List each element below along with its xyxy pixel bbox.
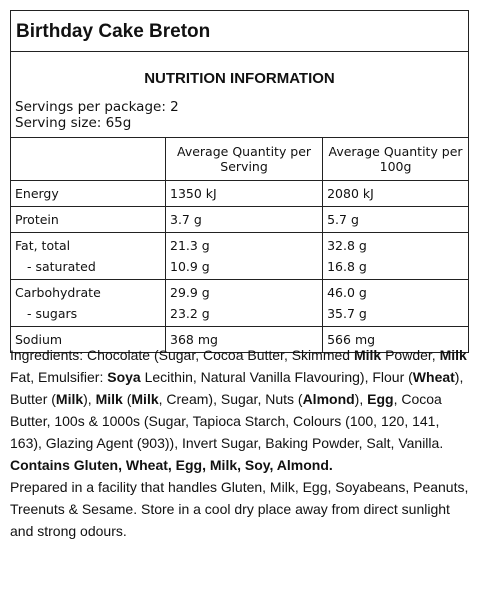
ingredient-text: ), xyxy=(83,391,96,407)
ingredient-text: Milk xyxy=(439,347,467,363)
nutrient-value: 368 mg xyxy=(170,332,218,347)
nutrient-name-cell: Fat, total - saturated xyxy=(11,232,166,280)
serving-size: Serving size: 65g xyxy=(15,115,132,131)
nutrient-name-cell: Sodium xyxy=(11,326,166,352)
nutrient-row: Carbohydrate - sugars 29.9 g 23.2 g 46.0 g 35… xyxy=(11,279,468,327)
nutrient-name: - saturated xyxy=(27,259,96,274)
ingredient-text: Powder, xyxy=(381,347,440,363)
ingredient-text: Milk xyxy=(131,391,159,407)
facility-statement: Prepared in a facility that handles Glut… xyxy=(10,479,469,539)
nutrient-name-cell: Carbohydrate - sugars xyxy=(11,279,166,327)
nutrient-value-cell: 2080 kJ xyxy=(322,180,468,207)
ingredients-block: Ingredients: Chocolate (Sugar, Cocoa But… xyxy=(10,344,472,542)
header-row: Average Quantity per Serving Average Quan… xyxy=(11,137,468,181)
ingredient-text: Wheat xyxy=(412,369,455,385)
nutrient-value: 29.9 g xyxy=(170,285,210,300)
nutrient-name: Sodium xyxy=(15,332,63,347)
nutrient-value: 3.7 g xyxy=(170,212,202,227)
nutrient-name: Carbohydrate xyxy=(15,285,101,300)
nutrient-value-cell: 29.9 g 23.2 g xyxy=(164,279,323,327)
ingredient-text: Lecithin, Natural Vanilla Flavouring), F… xyxy=(140,369,413,385)
ingredients: Ingredients: Chocolate (Sugar, Cocoa But… xyxy=(10,344,472,454)
ingredient-text: Ingredients: Chocolate (Sugar, Cocoa But… xyxy=(10,347,354,363)
nutrient-value-cell: 368 mg xyxy=(164,326,323,352)
header-empty xyxy=(11,137,166,181)
nutrient-value: 5.7 g xyxy=(327,212,359,227)
ingredient-text: Milk xyxy=(55,391,84,407)
ingredient-text: Almond xyxy=(302,391,355,407)
nutrient-name: Energy xyxy=(15,186,59,201)
nutrient-name-cell: Protein xyxy=(11,206,166,233)
ingredient-text: Soya xyxy=(107,369,141,385)
ingredient-text: ( xyxy=(122,391,132,407)
nutrient-value-cell: 3.7 g xyxy=(164,206,323,233)
servings-per-package: Servings per package: 2 xyxy=(15,99,179,115)
nutrient-value-cell: 32.8 g 16.8 g xyxy=(322,232,468,280)
nutrient-name: Fat, total xyxy=(15,238,71,253)
nutrient-row: Protein 3.7 g 5.7 g xyxy=(11,206,468,233)
nutrient-value-cell: 21.3 g 10.9 g xyxy=(164,232,323,280)
nutrient-value: 16.8 g xyxy=(327,259,367,274)
nutrient-value: 21.3 g xyxy=(170,238,210,253)
nutrient-row: Energy 1350 kJ 2080 kJ xyxy=(11,180,468,207)
nutrient-value: 23.2 g xyxy=(170,306,210,321)
ingredient-text: Milk xyxy=(95,391,123,407)
nutrition-panel: Birthday Cake Breton NUTRITION INFORMATI… xyxy=(10,10,469,353)
allergens: Contains Gluten, Wheat, Egg, Milk, Soy, … xyxy=(10,457,333,473)
nutrient-value: 46.0 g xyxy=(327,285,367,300)
ingredient-text: Fat, Emulsifier: xyxy=(10,369,108,385)
nutrient-value: 2080 kJ xyxy=(327,186,374,201)
nutrient-value: 566 mg xyxy=(327,332,376,347)
column-header: Average Quantity per 100g xyxy=(322,137,468,181)
nutrient-name: - sugars xyxy=(27,306,78,321)
ingredient-text: Egg xyxy=(367,391,394,407)
nutrient-value: 32.8 g xyxy=(327,238,367,253)
ingredient-text: ), Butter ( xyxy=(10,369,464,407)
nutrient-value-cell: 46.0 g 35.7 g xyxy=(322,279,468,327)
ingredient-text: Milk xyxy=(353,347,382,363)
nutrient-value-cell: 5.7 g xyxy=(322,206,468,233)
nutrient-row: Sodium 368 mg 566 mg xyxy=(11,326,468,352)
column-header: Average Quantity per Serving xyxy=(164,137,323,181)
nutrient-value: 10.9 g xyxy=(170,259,210,274)
ingredient-text: , Cocoa Butter, 100s & 1000s (Sugar, Tap… xyxy=(10,391,444,451)
ingredient-text: , Cream), Sugar, Nuts ( xyxy=(158,391,303,407)
nutrient-value-cell: 566 mg xyxy=(322,326,468,352)
ingredient-text: ), xyxy=(354,391,368,407)
nutrient-value: 1350 kJ xyxy=(170,186,217,201)
table-body: Average Quantity per Serving Average Quan… xyxy=(11,137,468,352)
nutrient-name: Protein xyxy=(15,212,59,227)
nutrient-name-cell: Energy xyxy=(11,180,166,207)
nutrition-table: Average Quantity per Serving Average Quan… xyxy=(11,137,468,352)
product-title: Birthday Cake Breton xyxy=(11,11,468,52)
nutrient-row: Fat, total - saturated 21.3 g 10.9 g 32.8 g 1… xyxy=(11,232,468,280)
panel-heading: NUTRITION INFORMATION xyxy=(144,70,335,87)
nutrient-value: 35.7 g xyxy=(327,306,367,321)
nutrient-value-cell: 1350 kJ xyxy=(164,180,323,207)
